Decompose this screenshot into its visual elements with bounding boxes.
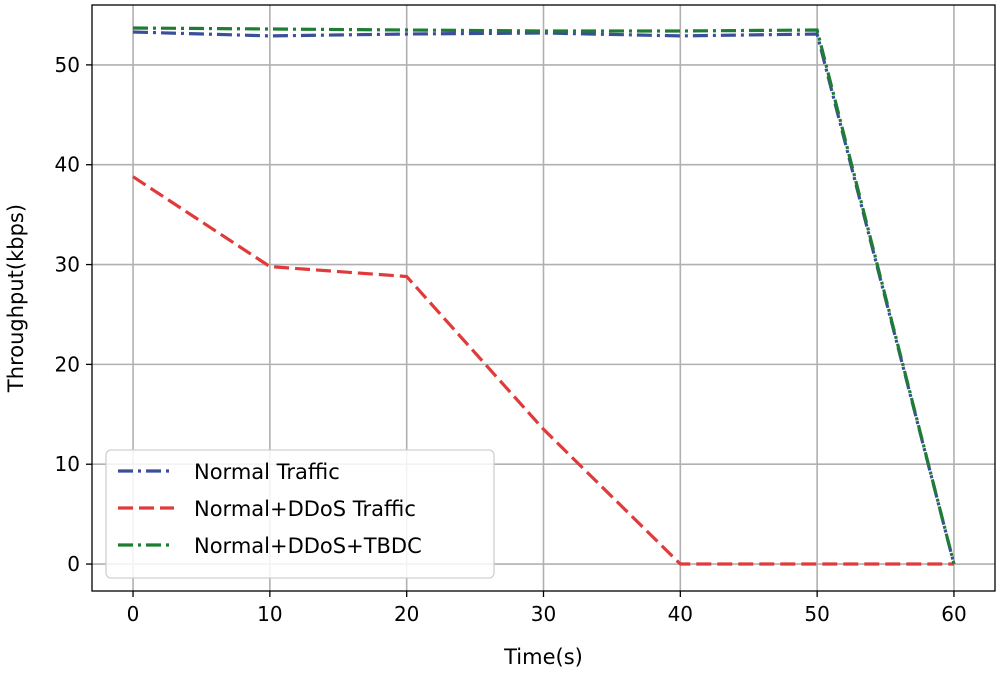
legend-entry: Normal+DDoS Traffic: [194, 497, 416, 521]
y-tick-label: 10: [55, 452, 80, 476]
y-axis-label: Throughput(kbps): [4, 204, 28, 393]
series-line-3: [132, 26, 956, 565]
y-tick-label: 50: [55, 53, 80, 77]
y-tick-label: 30: [55, 253, 80, 277]
x-axis-label: Time(s): [503, 645, 583, 669]
y-tick-label: 0: [67, 552, 80, 576]
series-lines: [132, 26, 956, 566]
legend-entry: Normal Traffic: [194, 460, 340, 484]
legend: Normal Traffic Normal+DDoS Traffic Normal+…: [105, 449, 495, 579]
x-tick-label: 10: [257, 602, 282, 626]
x-tick-label: 50: [804, 602, 829, 626]
legend-entry: Normal+DDoS+TBDC: [194, 534, 422, 558]
x-tick-label: 30: [531, 602, 556, 626]
series-line-2: [132, 175, 954, 566]
x-tick-label: 60: [941, 602, 966, 626]
legend-box: [105, 449, 495, 579]
y-tick-label: 20: [55, 352, 80, 376]
x-tick-label: 0: [127, 602, 140, 626]
axis-ticks: 0 10 20 30 40 50 60 0 10 20 30 40 50: [55, 53, 967, 626]
series-line-1: [132, 30, 956, 565]
x-tick-label: 40: [668, 602, 693, 626]
x-tick-label: 20: [394, 602, 419, 626]
y-tick-label: 40: [55, 153, 80, 177]
